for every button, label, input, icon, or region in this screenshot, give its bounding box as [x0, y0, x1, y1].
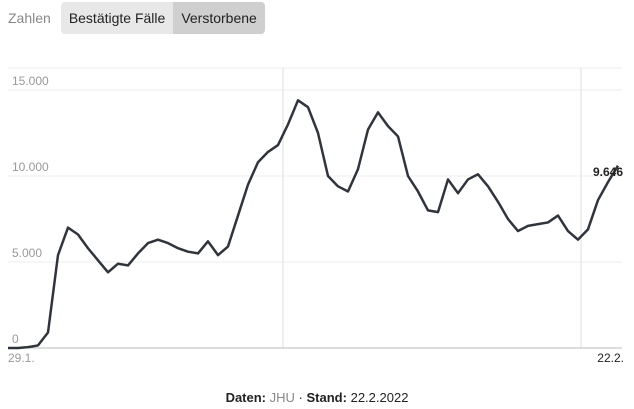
line: [8, 99, 620, 350]
button-group: Bestätigte Fälle Verstorbene: [60, 2, 265, 34]
tab-button[interactable]: Verstorbene: [173, 2, 265, 34]
toolbar: Zahlen Bestätigte Fälle Verstorbene: [8, 2, 265, 34]
y-tick-label: 10.000: [12, 160, 49, 174]
tab-button[interactable]: Bestätigte Fälle: [60, 2, 174, 34]
x-tick-label: 29.1.: [8, 351, 35, 365]
footer: Daten: JHU · Stand: 22.2.2022: [0, 390, 634, 405]
toolbar-label: Zahlen: [8, 10, 51, 26]
chart: 0 5.000 10.000 15.000 29.1. 22.2. 9.646: [8, 67, 624, 365]
date-label: Stand:: [306, 390, 347, 405]
y-tick-label: 0: [12, 332, 19, 346]
value-label: 9.646: [593, 165, 623, 179]
source-label: Daten:: [225, 390, 267, 405]
date: 22.2.2022: [350, 390, 409, 405]
separator: ·: [298, 390, 303, 405]
source: JHU: [269, 390, 295, 405]
x-tick-label: 22.2.: [597, 351, 624, 365]
y-tick-label: 5.000: [12, 246, 42, 260]
y-tick-label: 15.000: [12, 74, 49, 88]
